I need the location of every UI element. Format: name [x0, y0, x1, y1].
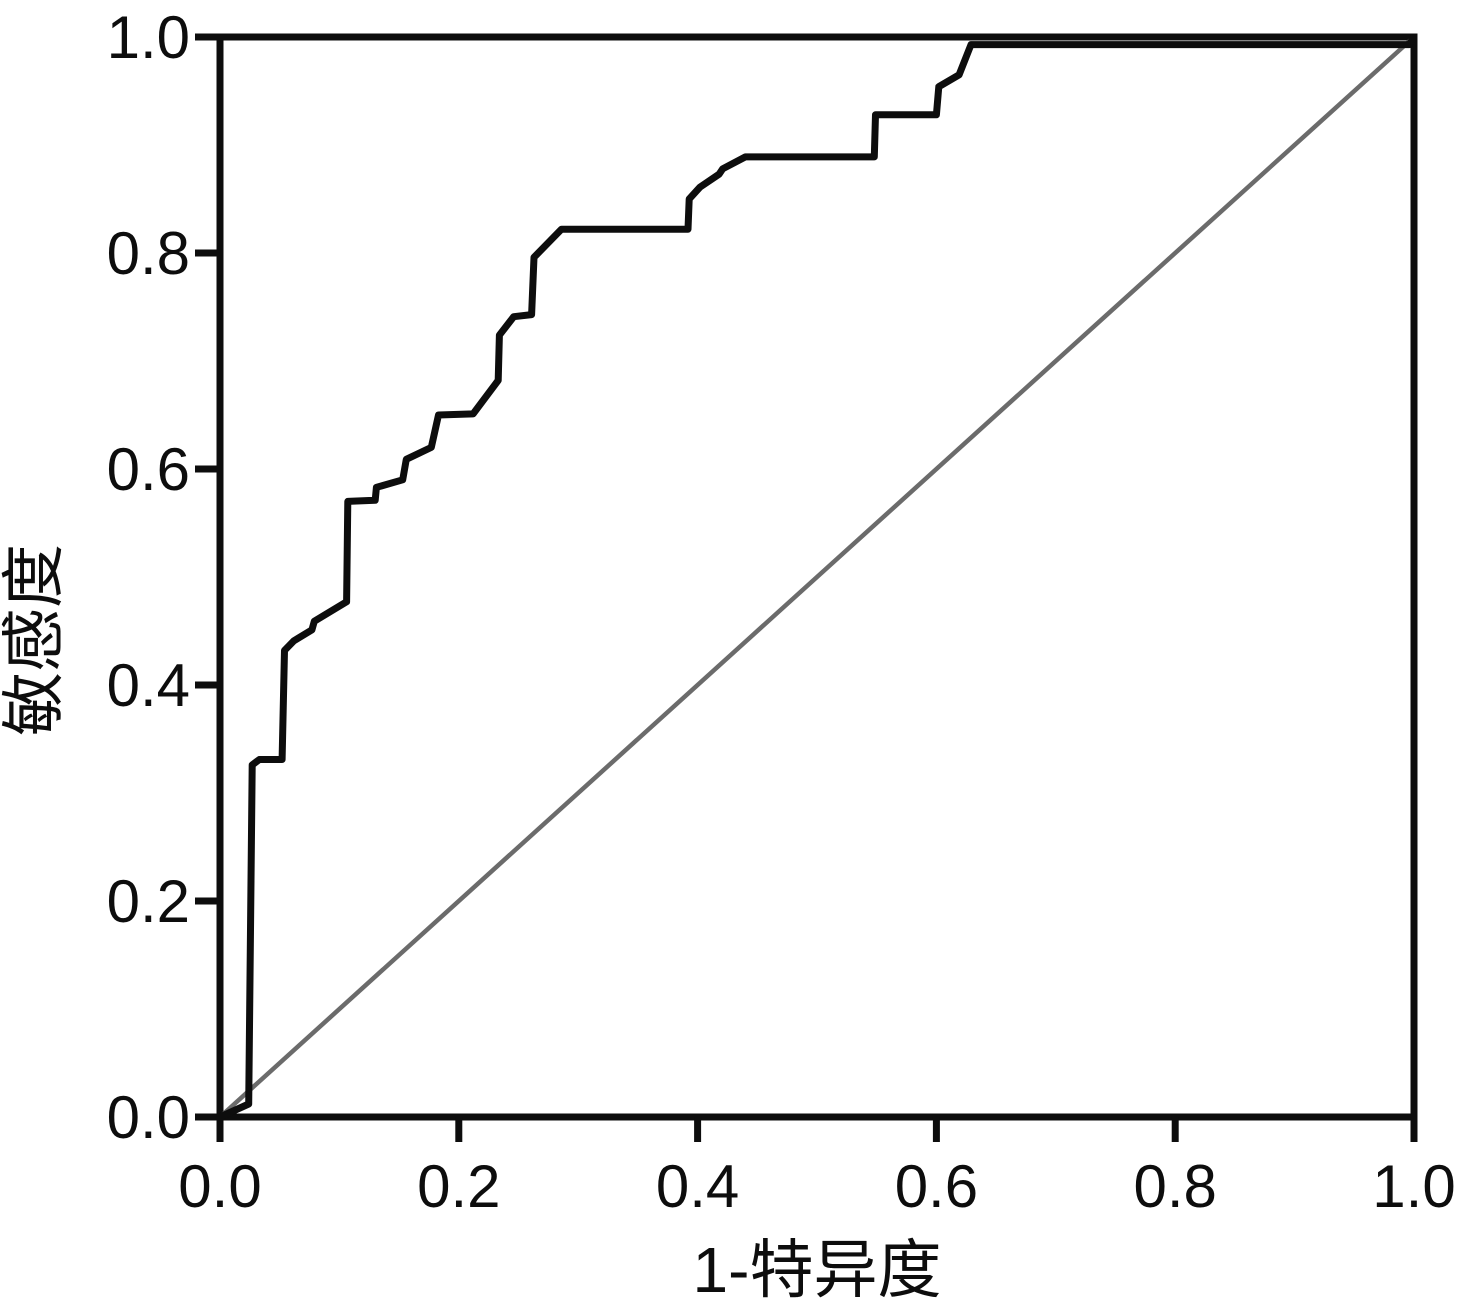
- y-tick-label: 0.0: [107, 1084, 190, 1151]
- ticks-group: 0.0 0.2 0.4 0.6 0.8 1.0 0.0 0.2 0.4 0.6 0.8 1.0: [107, 4, 1456, 1220]
- reference-diagonal-line: [217, 34, 1417, 1120]
- y-tick-label: 0.2: [107, 868, 190, 935]
- x-axis-title: 1-特异度: [693, 1234, 942, 1306]
- x-tick-label: 0.8: [1133, 1153, 1216, 1220]
- y-tick-label: 0.8: [107, 220, 190, 287]
- x-tick-label: 1.0: [1372, 1153, 1455, 1220]
- y-axis-title: 敏感度: [0, 544, 70, 736]
- x-tick-label: 0.4: [656, 1153, 739, 1220]
- x-tick-label: 0.0: [178, 1153, 261, 1220]
- y-tick-label: 1.0: [107, 4, 190, 71]
- x-tick-label: 0.2: [417, 1153, 500, 1220]
- series-group: [216, 33, 1418, 1121]
- y-tick-label: 0.6: [107, 436, 190, 503]
- plot-frame: [216, 33, 1418, 1121]
- y-tick-label: 0.4: [107, 652, 190, 719]
- x-tick-label: 0.6: [895, 1153, 978, 1220]
- plot-frame-group: [216, 33, 1418, 1121]
- roc-curve-line: [216, 33, 1418, 1121]
